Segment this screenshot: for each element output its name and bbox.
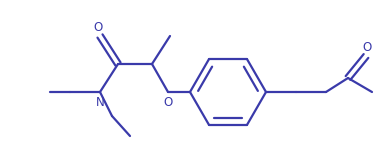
Text: O: O bbox=[93, 20, 103, 34]
Text: O: O bbox=[163, 95, 172, 109]
Text: O: O bbox=[362, 41, 372, 53]
Text: N: N bbox=[96, 95, 104, 109]
